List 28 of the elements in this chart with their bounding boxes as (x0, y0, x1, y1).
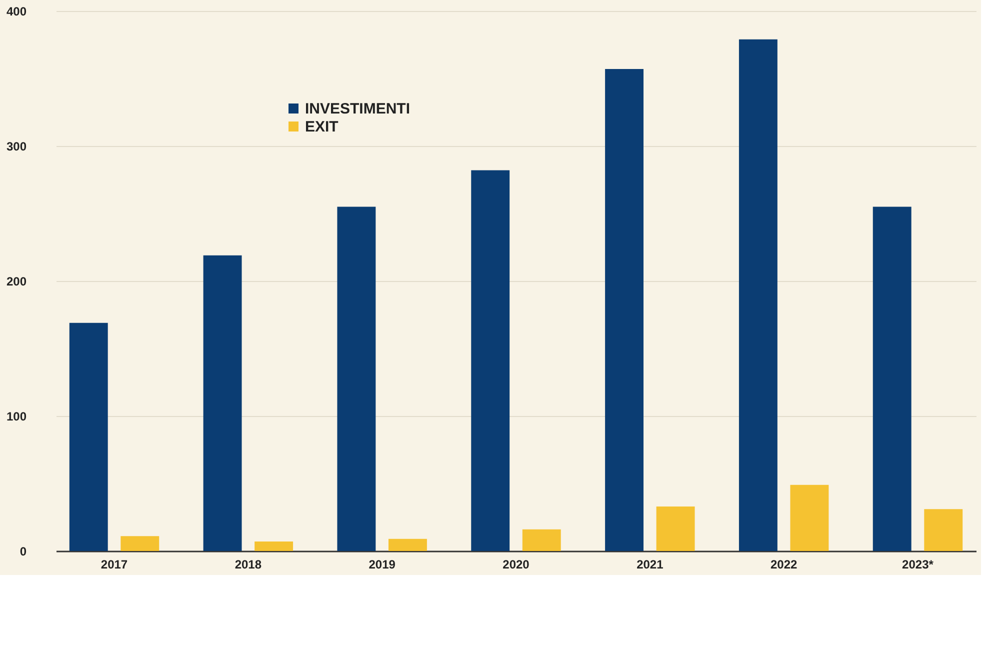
legend-label: EXIT (305, 118, 338, 136)
y-tick-label: 200 (6, 274, 27, 288)
bar (337, 206, 376, 551)
y-tick-label: 0 (20, 544, 27, 558)
bar (203, 255, 242, 551)
bar (872, 206, 912, 551)
x-tick-label: 2019 (368, 558, 396, 572)
bar (388, 538, 427, 551)
y-tick-label: 300 (6, 140, 27, 154)
bar (790, 484, 829, 551)
bar (254, 542, 294, 551)
bar (924, 509, 963, 551)
y-tick-label: 400 (6, 4, 27, 18)
bar (605, 69, 644, 551)
x-tick-label: 2023* (902, 558, 934, 572)
bar (522, 529, 561, 551)
x-tick-label: 2018 (234, 558, 262, 572)
bar (656, 506, 695, 551)
bar (471, 170, 510, 551)
x-tick-label: 2022 (770, 558, 798, 572)
x-tick-label: 2021 (636, 558, 664, 572)
bar (69, 322, 108, 551)
y-tick-label: 100 (6, 410, 27, 424)
x-tick-label: 2017 (100, 558, 128, 572)
x-tick-label: 2020 (502, 558, 530, 572)
legend-label: INVESTIMENTI (305, 100, 410, 118)
bar (120, 536, 160, 551)
bar (738, 39, 778, 551)
